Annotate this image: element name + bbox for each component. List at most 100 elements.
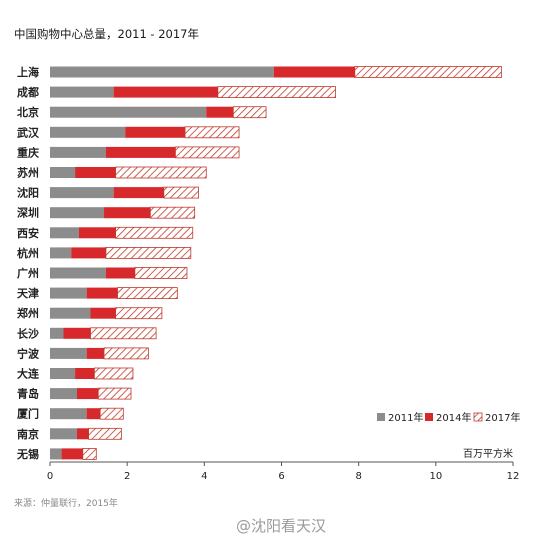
- category-label: 武汉: [17, 125, 40, 139]
- category-label: 天津: [17, 286, 39, 300]
- bar-segment: [50, 86, 114, 98]
- category-label: 长沙: [17, 326, 39, 340]
- bar-segment: [78, 227, 116, 239]
- bar-segment: [50, 287, 87, 299]
- category-label: 西安: [17, 226, 39, 240]
- category-label: 沈阳: [17, 186, 39, 200]
- bar-segment: [115, 307, 163, 320]
- x-tick-label: 12: [507, 471, 520, 482]
- bar-segment: [50, 66, 274, 78]
- bar-segment: [50, 247, 72, 259]
- bar-segment: [82, 447, 97, 460]
- bar-segment: [50, 307, 91, 319]
- bars-group: [50, 66, 502, 460]
- bar-segment: [50, 207, 105, 219]
- x-tick-label: 8: [355, 471, 361, 482]
- bar-segment: [61, 448, 83, 460]
- bar-segment: [50, 227, 79, 239]
- category-label: 郑州: [17, 306, 39, 320]
- legend-swatch: [425, 413, 433, 421]
- bar-segment: [115, 226, 194, 239]
- bar-segment: [50, 448, 62, 460]
- bar-segment: [77, 388, 99, 400]
- bar-segment: [50, 167, 76, 178]
- bar-segment: [75, 368, 95, 379]
- bar-segment: [104, 207, 151, 219]
- category-label: 青岛: [17, 387, 39, 401]
- bar-segment: [99, 407, 124, 420]
- bar-segment: [75, 167, 116, 178]
- category-label: 重庆: [17, 145, 39, 159]
- bar-segment: [134, 267, 188, 279]
- bar-segment: [105, 267, 135, 279]
- legend-label: 2011年: [388, 411, 423, 424]
- bar-segment: [50, 347, 87, 359]
- bar-segment: [174, 146, 240, 159]
- x-ticks-group: 0 2 4 6 8 10 12: [47, 462, 520, 482]
- bar-segment: [232, 106, 267, 119]
- category-label: 厦门: [17, 407, 39, 421]
- bar-segment: [50, 408, 87, 420]
- bar-segment: [63, 327, 91, 339]
- bar-segment: [86, 347, 105, 359]
- category-label: 大连: [17, 367, 40, 381]
- x-tick-label: 4: [201, 471, 207, 482]
- bar-segment: [71, 247, 106, 259]
- legend-swatch: [377, 413, 385, 421]
- bar-segment: [50, 428, 78, 440]
- x-tick-label: 2: [124, 471, 130, 482]
- bar-segment: [113, 86, 218, 98]
- category-label: 苏州: [17, 166, 39, 180]
- bar-segment: [50, 187, 114, 199]
- category-label: 杭州: [17, 246, 39, 260]
- watermark: @沈阳看天汉: [236, 517, 326, 535]
- bar-segment: [50, 267, 106, 279]
- bar-segment: [50, 146, 106, 158]
- bar-segment: [117, 287, 178, 300]
- category-label: 无锡: [16, 447, 39, 461]
- bar-segment: [149, 206, 196, 219]
- bar-segment: [90, 307, 116, 319]
- bar-segment: [103, 347, 149, 360]
- category-label: 北京: [17, 105, 39, 119]
- category-label: 深圳: [17, 206, 39, 220]
- category-label: 宁波: [17, 346, 40, 360]
- bar-segment: [93, 367, 134, 380]
- bar-segment: [217, 86, 336, 98]
- legend-label: 2014年: [436, 411, 471, 424]
- unit-label: 百万平方米: [463, 447, 513, 460]
- bar-segment: [184, 126, 240, 139]
- bar-segment: [88, 427, 122, 440]
- bar-segment: [50, 327, 64, 339]
- bar-segment: [105, 246, 192, 259]
- bar-segment: [206, 106, 234, 118]
- bar-segment: [50, 106, 207, 118]
- bar-segment: [125, 126, 186, 138]
- legend-swatch: [473, 412, 483, 422]
- bar-segment: [77, 428, 89, 440]
- x-tick-label: 10: [429, 471, 442, 482]
- category-label: 成都: [17, 85, 39, 99]
- bar-segment: [354, 66, 502, 78]
- bar-segment: [115, 166, 207, 179]
- legend-label: 2017年: [485, 411, 520, 424]
- category-label: 广州: [17, 266, 39, 280]
- bar-segment: [163, 186, 199, 199]
- x-tick-label: 0: [47, 471, 53, 482]
- bar-segment: [50, 388, 78, 400]
- source-note: 来源：仲量联行，2015年: [14, 497, 118, 509]
- legend: 2011年 2014年 2017年: [377, 411, 520, 424]
- chart-title: 中国购物中心总量，2011 - 2017年: [14, 27, 199, 41]
- bar-segment: [105, 146, 176, 158]
- category-label: 南京: [17, 427, 39, 441]
- bar-segment: [50, 126, 126, 138]
- bar-segment: [86, 287, 118, 299]
- category-label: 上海: [17, 65, 39, 79]
- bar-segment: [90, 327, 157, 340]
- bar-segment: [86, 408, 101, 420]
- bar-segment: [273, 66, 355, 78]
- bar-segment: [50, 368, 76, 379]
- bar-segment: [97, 387, 132, 400]
